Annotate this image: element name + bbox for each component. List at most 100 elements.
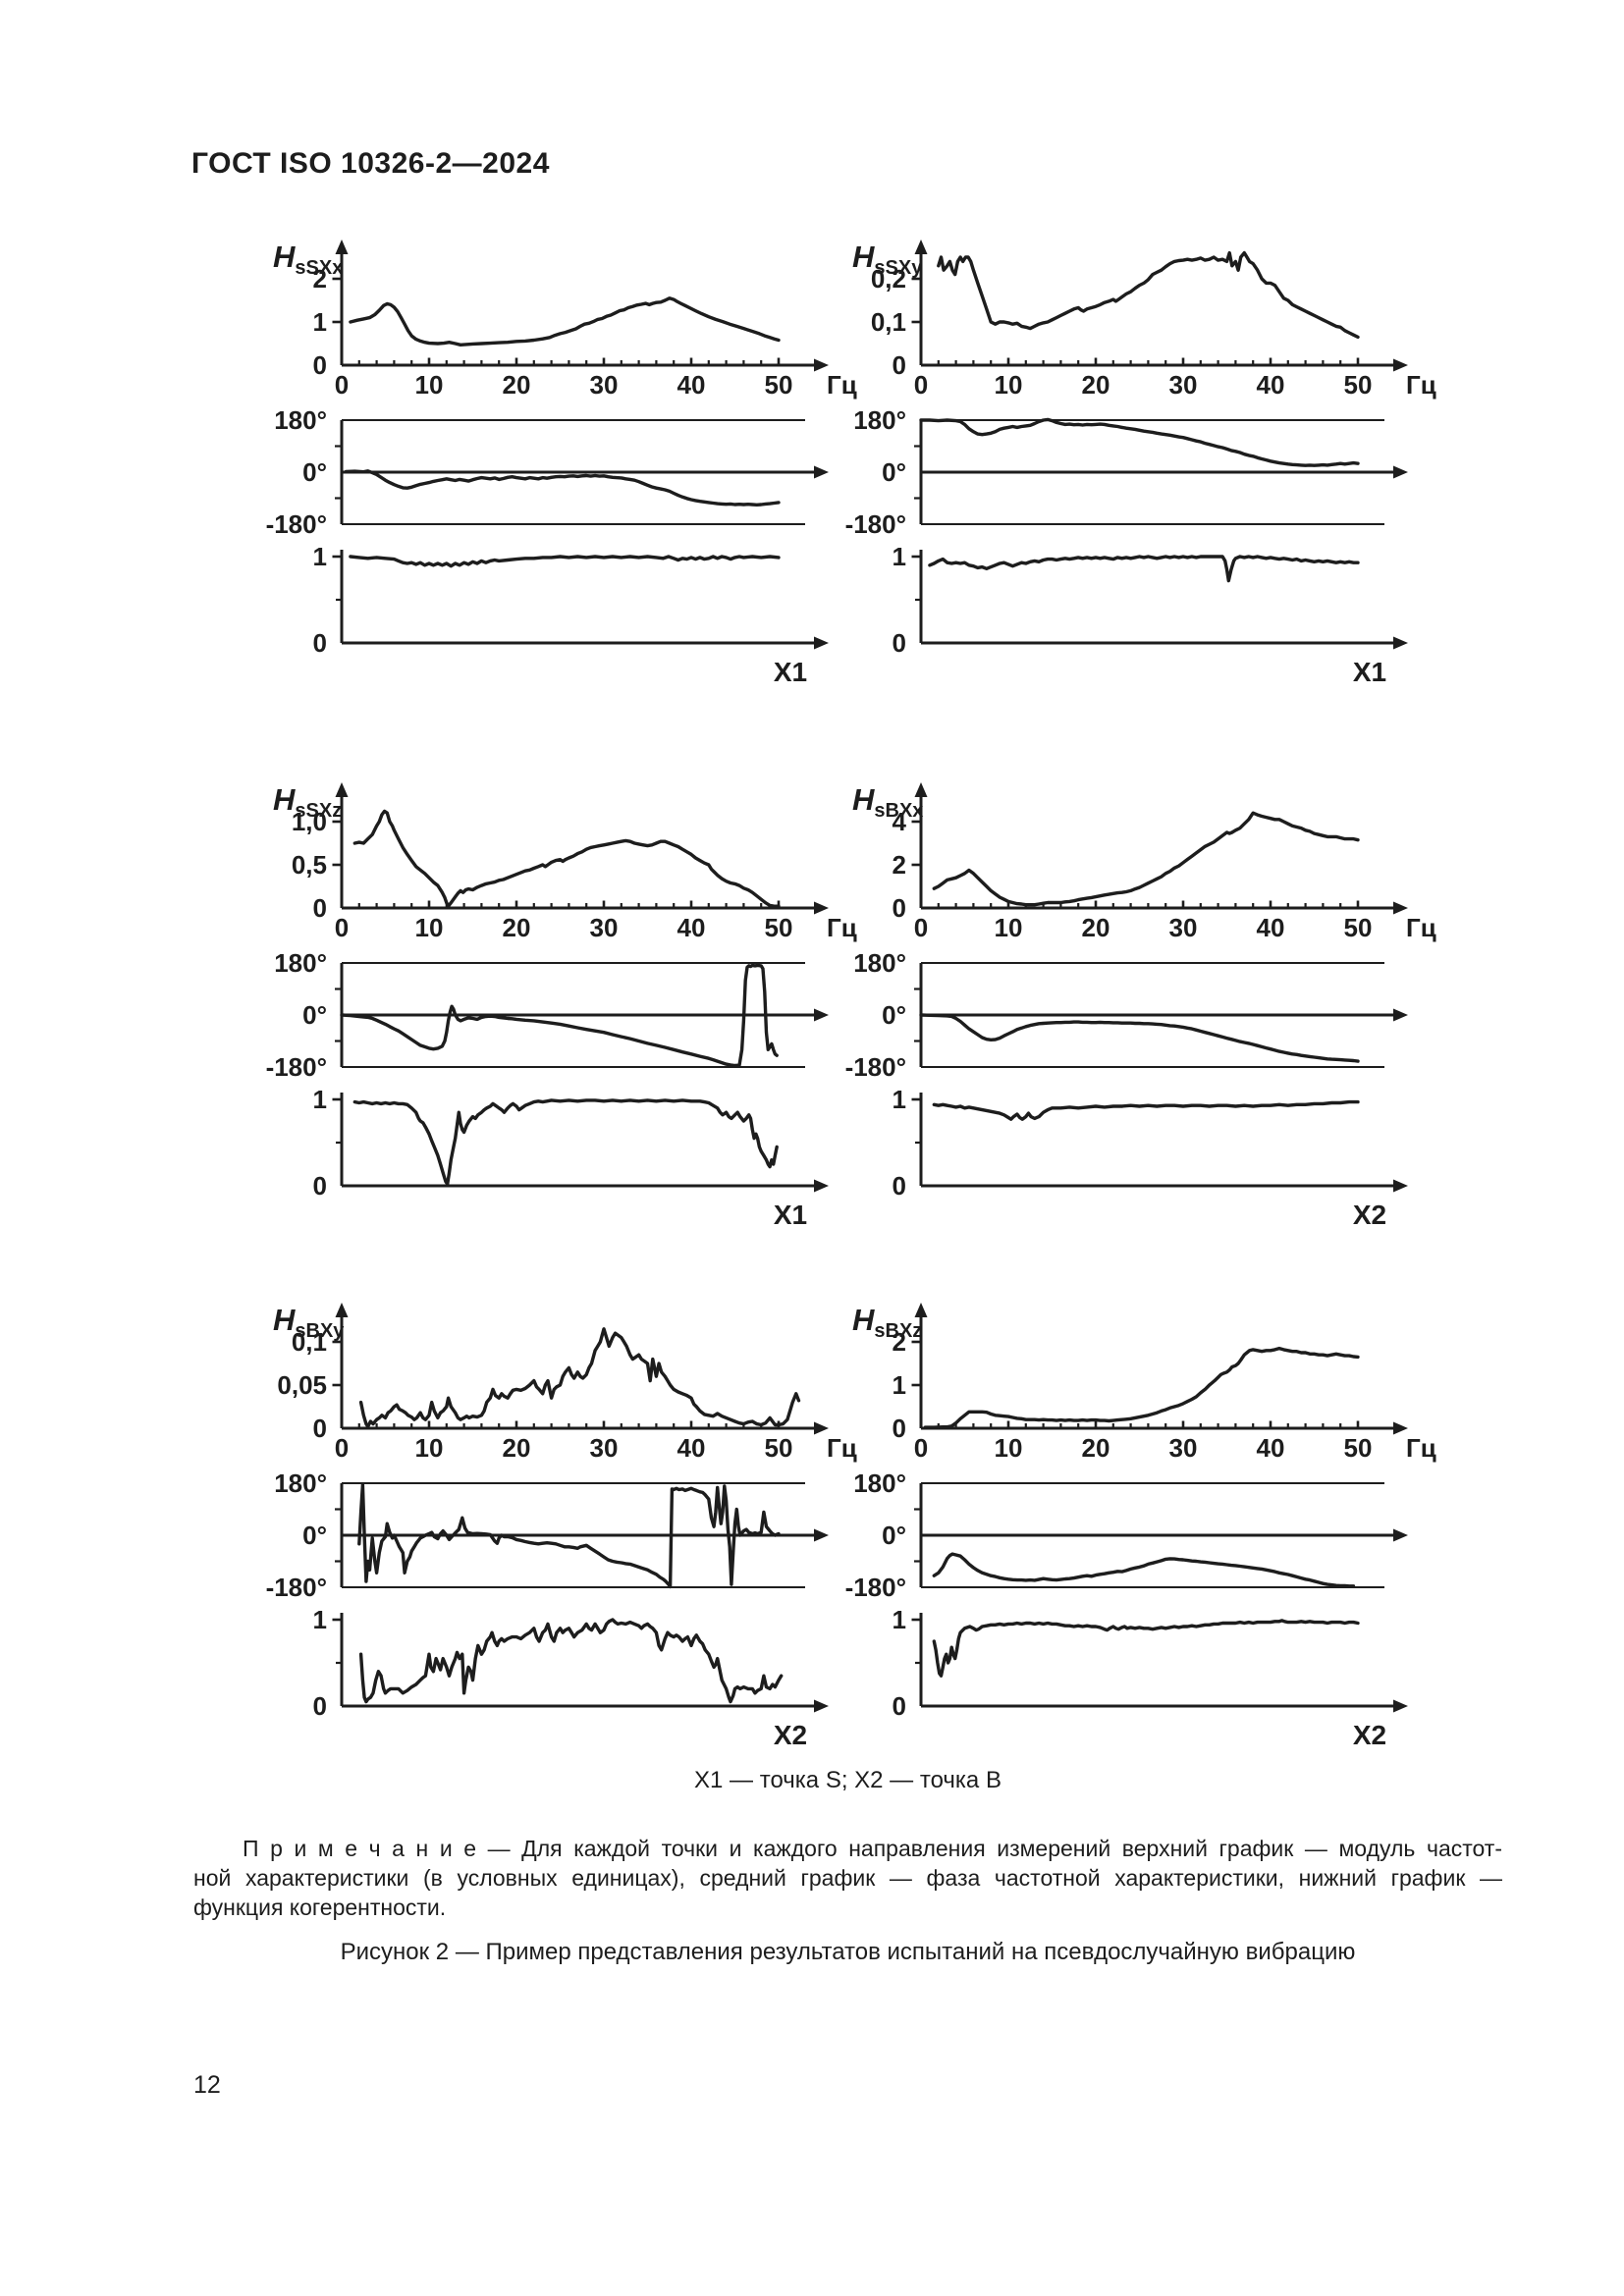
magnitude-y-tick-label: 0 — [893, 893, 906, 923]
phase-curve — [919, 1013, 1360, 1063]
axis-arrow-right — [814, 901, 829, 915]
x-tick-label: 50 — [1344, 913, 1373, 942]
x-tick-label: 30 — [590, 1433, 619, 1463]
x-tick-label: 10 — [415, 1433, 444, 1463]
axis-arrow-right — [1393, 1008, 1408, 1022]
phase-curve — [344, 469, 781, 507]
plot-group-HsBXz: 0 10 20 30 40 50 Гц 0 1 2 HsBXz 180° 0° -180° 1 0 X2 — [784, 1279, 1471, 1755]
axis-arrow-right — [814, 1179, 829, 1193]
x-tick-label: 20 — [503, 913, 531, 942]
x-tick-label: 10 — [995, 370, 1023, 400]
x-tick-label: 30 — [590, 913, 619, 942]
axis-arrow-right — [814, 358, 829, 372]
magnitude-y-tick-label: 0,05 — [277, 1370, 327, 1400]
axis-arrow-right — [1393, 1179, 1408, 1193]
phase-tick-label: 0° — [882, 1521, 906, 1550]
axis-arrow-up — [335, 240, 349, 254]
phase-tick-label: 0° — [302, 457, 327, 487]
axis-arrow-right — [814, 1528, 829, 1542]
magnitude-curve — [923, 1346, 1360, 1429]
phase-tick-label: 180° — [853, 405, 906, 435]
x-tick-label: 20 — [1082, 370, 1110, 400]
x-tick-label: 30 — [1169, 1433, 1198, 1463]
coherence-curve — [928, 555, 1360, 583]
measurement-point-label: X2 — [1353, 1200, 1386, 1230]
magnitude-y-tick-label: 0 — [313, 893, 327, 923]
magnitude-y-tick-label: 0 — [893, 350, 906, 380]
x-tick-label: 40 — [1257, 1433, 1285, 1463]
measurement-point-label: X1 — [1353, 657, 1386, 687]
x-tick-label: 0 — [335, 913, 349, 942]
x-unit-label: Гц — [1406, 370, 1436, 400]
axis-arrow-right — [1393, 1699, 1408, 1713]
x-tick-label: 20 — [503, 1433, 531, 1463]
axis-arrow-right — [1393, 636, 1408, 650]
note-line: функция когерентности. — [193, 1895, 447, 1920]
x-tick-label: 40 — [1257, 913, 1285, 942]
coherence-tick-label: 1 — [893, 1605, 906, 1634]
x-tick-label: 20 — [1082, 1433, 1110, 1463]
plot-group-HsSXy: 0 10 20 30 40 50 Гц 0 0,1 0,2 HsSXy 180° 0° -180° 1 0 X1 — [784, 216, 1471, 692]
phase-tick-label: -180° — [266, 509, 327, 539]
x-tick-label: 30 — [1169, 370, 1198, 400]
document-header: ГОСТ ISO 10326-2—2024 — [191, 147, 550, 180]
magnitude-curve — [358, 1327, 801, 1428]
plot-group-HsBXx: 0 10 20 30 40 50 Гц 0 2 4 HsBXx 180° 0° -180° 1 0 X2 — [784, 759, 1471, 1235]
phase-tick-label: -180° — [845, 509, 906, 539]
magnitude-y-tick-label: 4 — [893, 807, 907, 836]
magnitude-y-tick-label: 0 — [893, 1414, 906, 1443]
coherence-tick-label: 1 — [313, 1605, 327, 1634]
coherence-tick-label: 1 — [893, 542, 906, 571]
coherence-curve — [349, 555, 781, 568]
x-tick-label: 0 — [335, 370, 349, 400]
axis-arrow-up — [335, 1303, 349, 1317]
coherence-tick-label: 1 — [313, 542, 327, 571]
coherence-curve — [932, 1099, 1360, 1121]
page-number: 12 — [193, 2071, 221, 2099]
magnitude-y-tick-label: 0 — [313, 350, 327, 380]
x-tick-label: 0 — [914, 1433, 928, 1463]
plot-group-HsBXy: 0 10 20 30 40 50 Гц 0 0,05 0,1 HsBXy 180° 0° -180° 1 0 X… — [204, 1279, 892, 1755]
phase-curve — [932, 1552, 1356, 1588]
x-tick-label: 40 — [677, 370, 706, 400]
axis-arrow-up — [914, 1303, 928, 1317]
plot-group-HsSXx: 0 10 20 30 40 50 Гц 0 1 2 HsSXx 180° 0° -180° 1 0 X1 — [204, 216, 892, 692]
magnitude-y-tick-label: 0,5 — [292, 850, 327, 880]
coherence-tick-label: 0 — [313, 1691, 327, 1721]
axis-arrow-right — [814, 636, 829, 650]
measurement-point-label: X2 — [1353, 1720, 1386, 1750]
phase-tick-label: 0° — [882, 1000, 906, 1030]
coherence-tick-label: 0 — [893, 628, 906, 658]
coherence-tick-label: 0 — [893, 1691, 906, 1721]
magnitude-y-tick-label: 2 — [893, 1327, 906, 1357]
phase-tick-label: 0° — [302, 1000, 327, 1030]
axis-arrow-right — [814, 1421, 829, 1435]
axis-arrow-right — [1393, 1421, 1408, 1435]
phase-curve — [357, 1482, 781, 1589]
magnitude-y-tick-label: 1 — [313, 307, 327, 337]
x-tick-label: 40 — [677, 1433, 706, 1463]
x-tick-label: 40 — [677, 913, 706, 942]
note-line: П р и м е ч а н и е — Для каждой точки и… — [243, 1836, 1502, 1861]
magnitude-curve — [352, 809, 781, 908]
plot-group-HsSXz: 0 10 20 30 40 50 Гц 0 0,5 1,0 HsSXz 180° 0° -180° 1 0 X1 — [204, 759, 892, 1235]
magnitude-y-tick-label: 1,0 — [292, 807, 327, 836]
x-tick-label: 30 — [590, 370, 619, 400]
figure-note: П р и м е ч а н и е — Для каждой точки и… — [193, 1834, 1502, 1922]
x-tick-label: 40 — [1257, 370, 1285, 400]
coherence-curve — [932, 1619, 1360, 1678]
coherence-tick-label: 0 — [313, 628, 327, 658]
coherence-tick-label: 0 — [893, 1171, 906, 1201]
phase-tick-label: 0° — [882, 457, 906, 487]
x-tick-label: 50 — [765, 370, 793, 400]
transfer-function-label: HsSXx — [273, 240, 343, 279]
coherence-curve — [352, 1098, 779, 1186]
figure-caption: Рисунок 2 — Пример представления результ… — [340, 1939, 1356, 1965]
x-unit-label: Гц — [1406, 913, 1436, 942]
axis-arrow-right — [1393, 1528, 1408, 1542]
measurement-point-label: X2 — [774, 1720, 807, 1750]
